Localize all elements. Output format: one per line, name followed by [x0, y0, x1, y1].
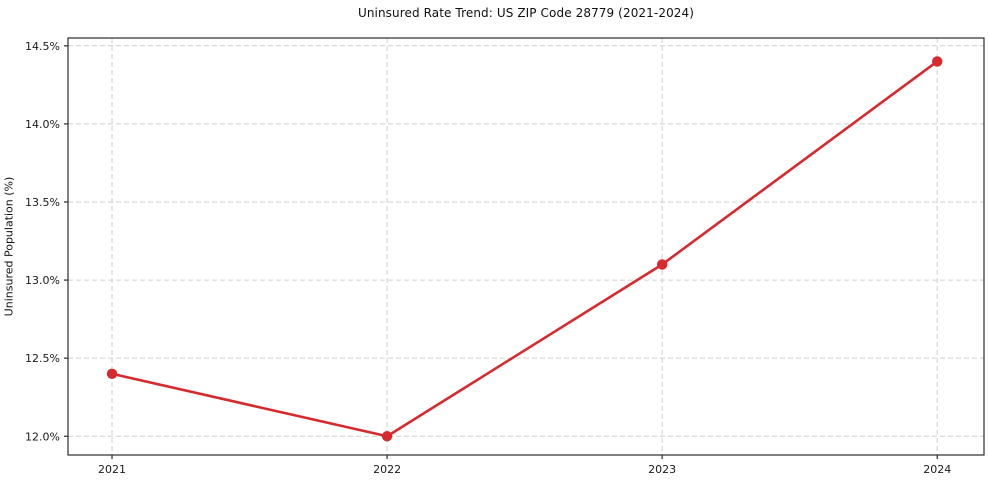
data-point	[932, 56, 943, 67]
y-tick-label: 14.5%	[25, 40, 60, 53]
data-point	[656, 259, 668, 270]
y-tick-label: 12.0%	[25, 430, 60, 443]
y-tick-label: 13.0%	[25, 274, 60, 287]
plot-spines	[67, 37, 985, 456]
series-line	[110, 60, 939, 438]
data-point	[106, 368, 118, 379]
y-tick-label: 13.5%	[25, 196, 60, 209]
y-tick-label: 12.5%	[25, 352, 60, 365]
x-tick-label: 2024	[923, 463, 951, 476]
y-axis-label: Uninsured Population (%)	[2, 176, 16, 317]
y-tick-label: 14.0%	[25, 118, 60, 131]
data-point	[381, 431, 393, 442]
x-tick-label: 2022	[373, 463, 401, 476]
chart-title: Uninsured Rate Trend: US ZIP Code 28779 …	[357, 6, 695, 20]
x-tick-label: 2023	[648, 463, 676, 476]
x-tick-label: 2021	[98, 463, 126, 476]
